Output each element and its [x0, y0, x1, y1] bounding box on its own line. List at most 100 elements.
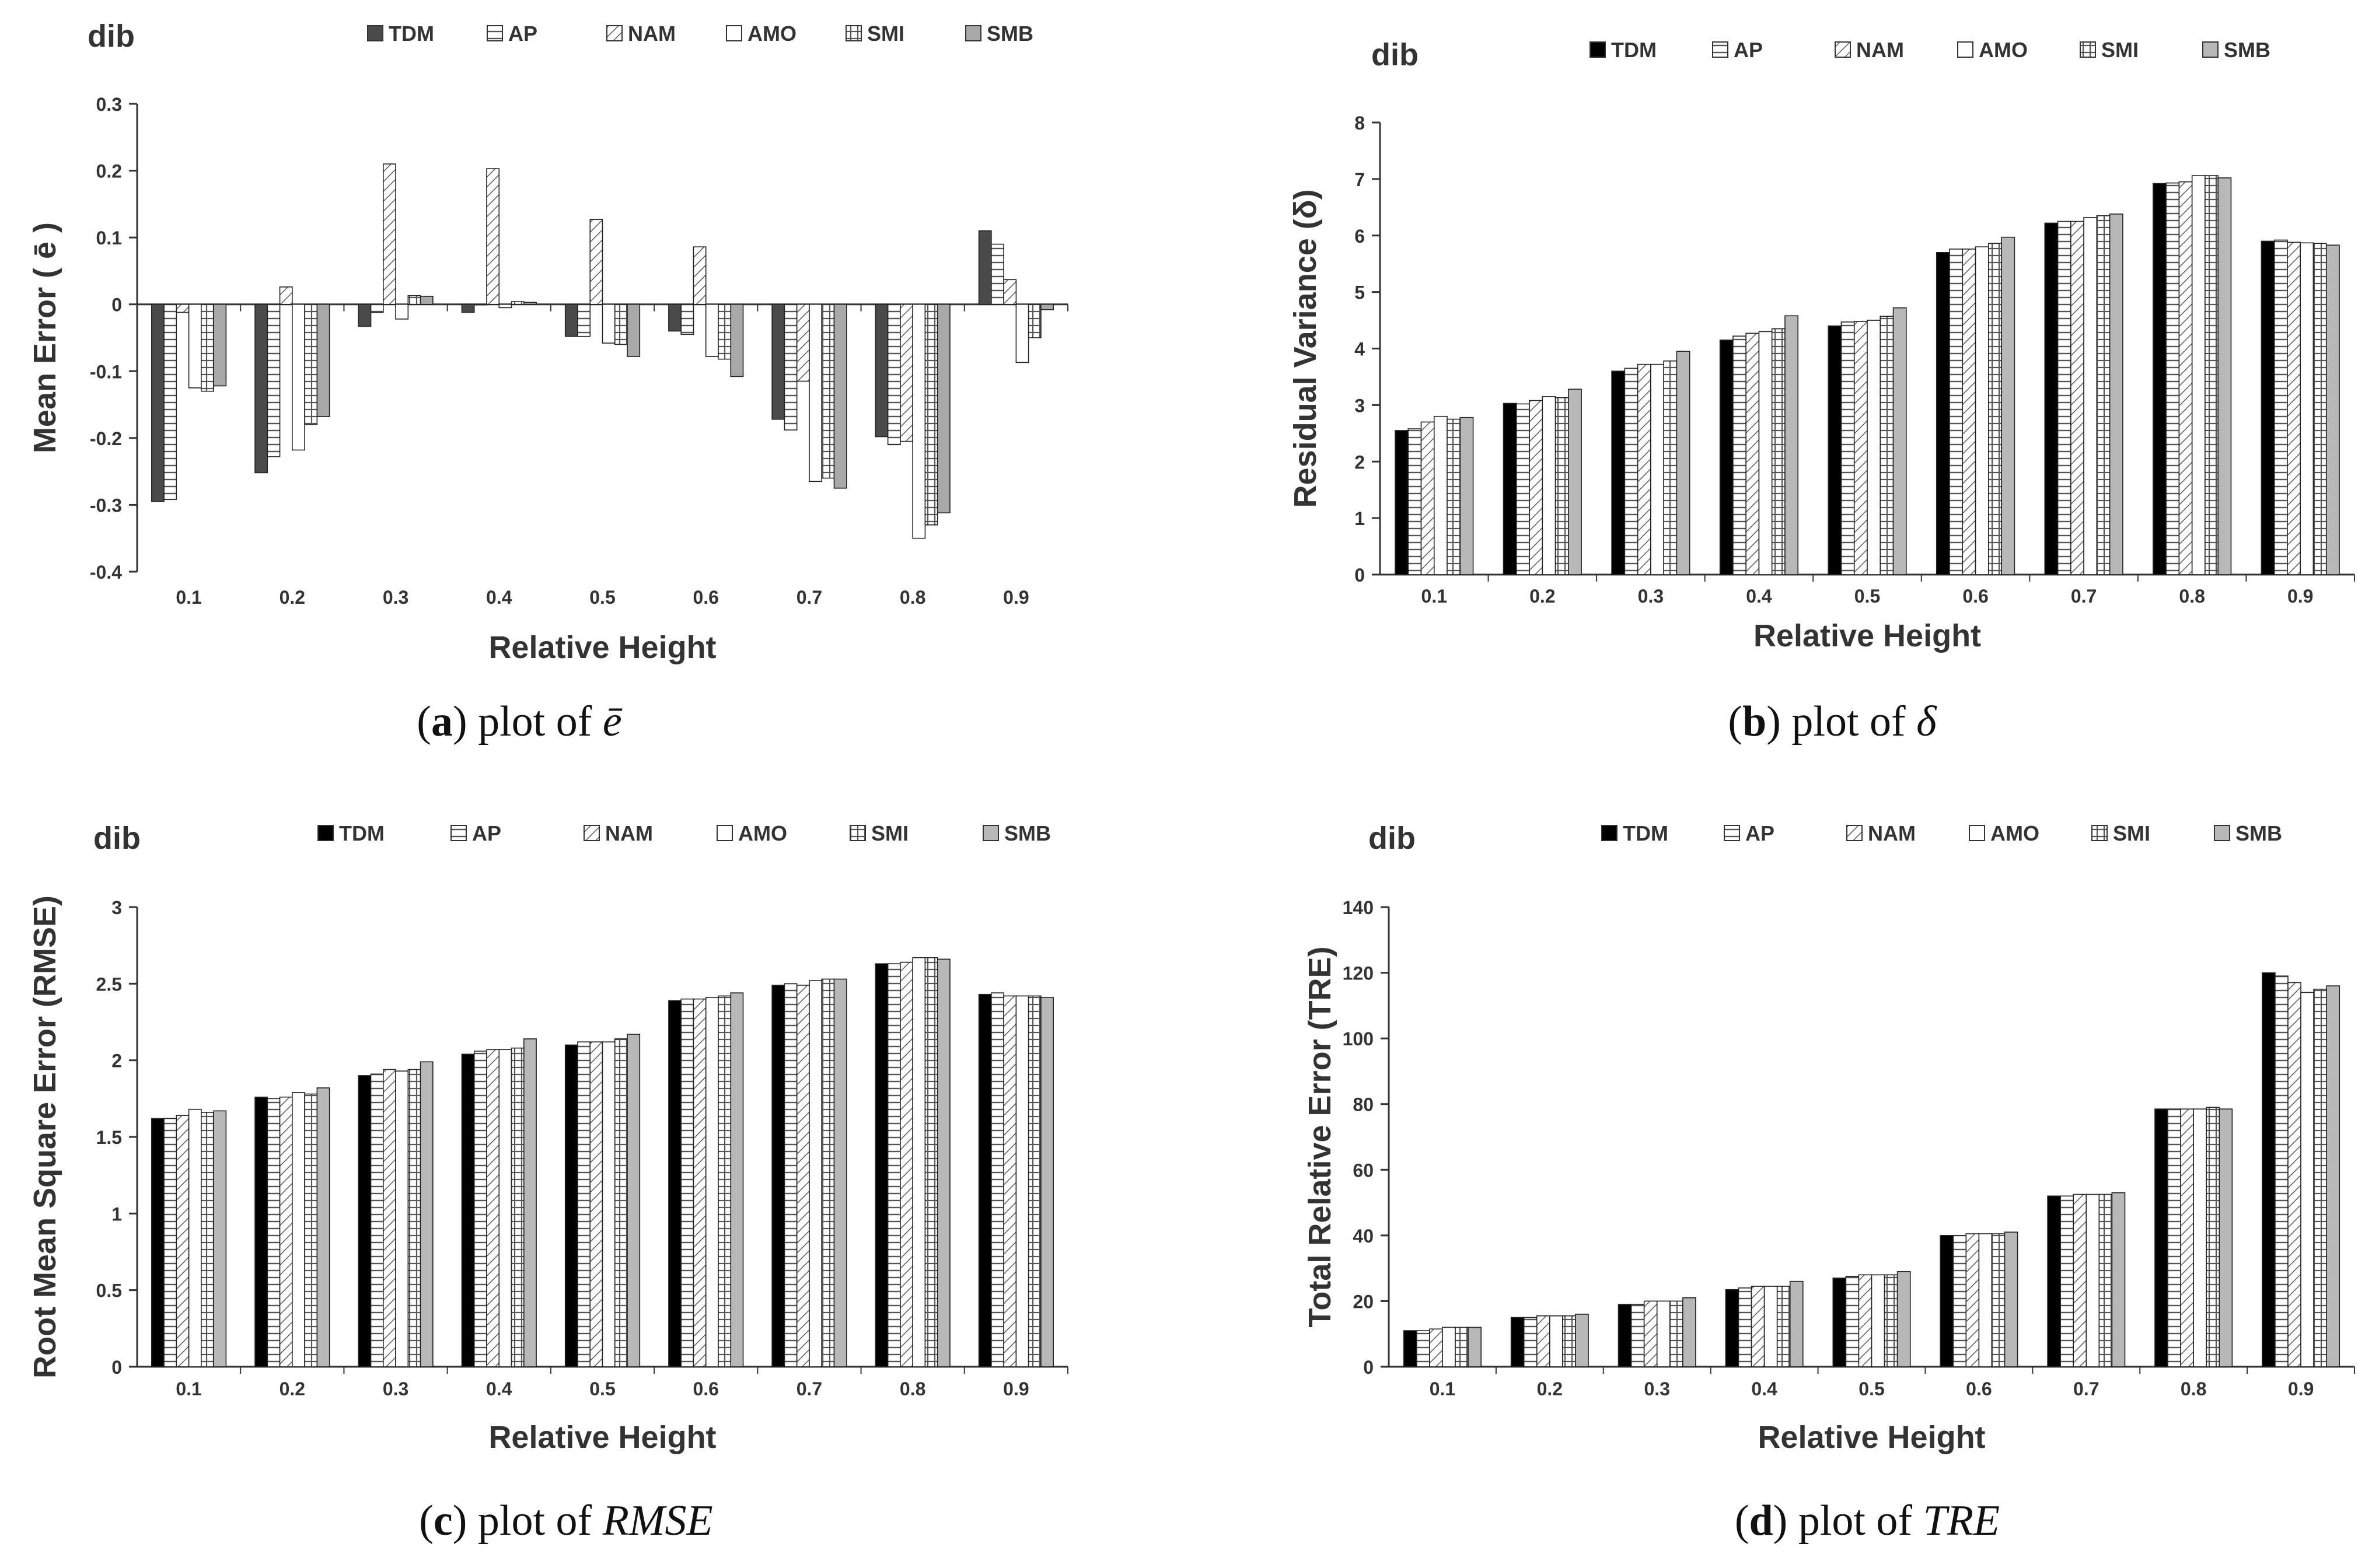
x-tick-label: 0.9: [1003, 1378, 1029, 1399]
bar-smb-0-6: [2001, 236, 2015, 575]
y-tick-label: 60: [1353, 1160, 1374, 1181]
legend-swatch-tdm: [1590, 41, 1606, 58]
bar-tdm-0-3: [358, 1075, 372, 1367]
x-tick-label: 0.1: [176, 587, 201, 608]
bar-smi-0-9: [1028, 995, 1042, 1367]
bar-smb-0-3: [420, 1061, 434, 1367]
bar-ap-0-5: [1840, 321, 1855, 575]
caption-d-letter: d: [1749, 1497, 1773, 1545]
caption-b: (b) plot of δ: [1728, 698, 1937, 746]
bar-amo-0-6: [1978, 1233, 1993, 1367]
bar-smb-0-5: [1892, 307, 1907, 575]
bar-tdm-0-6: [1940, 1235, 1954, 1367]
caption-a-symbol: ē: [602, 698, 622, 746]
legend-label-tdm: TDM: [339, 821, 385, 845]
y-tick-label: 6: [1354, 226, 1365, 247]
bar-tdm-0-9: [2261, 240, 2275, 575]
legend-swatch-smi: [846, 25, 862, 41]
bar-tdm-0-9: [978, 993, 992, 1367]
bar-smi-0-2: [1554, 397, 1569, 575]
x-tick-label: 0.6: [1962, 586, 1988, 607]
bar-tdm-0-2: [1510, 1317, 1525, 1367]
chart-panel-d: dib TDM AP NAM AMO SMI SMB 0 20 40 60 80 100 120 140 0.…: [1302, 821, 2355, 1455]
x-tick-label: 0.4: [486, 587, 512, 608]
bar-nam-0-8: [2178, 181, 2193, 575]
bar-amo-0-7: [809, 303, 823, 482]
y-tick-label: 1: [1354, 508, 1365, 529]
bar-ap-0-1: [163, 1118, 177, 1367]
legend-swatch-tdm: [317, 825, 334, 841]
bar-tdm-0-8: [2153, 183, 2167, 575]
bar-smb-0-3: [1682, 1297, 1696, 1367]
bar-smi-0-3: [1663, 360, 1678, 575]
y-tick-label: 20: [1353, 1291, 1374, 1312]
x-tick-label: 0.3: [1638, 586, 1664, 607]
legend-swatch-smi: [850, 825, 866, 841]
bar-nam-0-4: [1751, 1286, 1765, 1367]
bar-tdm-0-7: [771, 303, 785, 420]
bar-smb-0-4: [523, 302, 537, 305]
y-tick-label: 1.5: [96, 1127, 122, 1148]
legend-swatch-smb: [2202, 41, 2219, 58]
bar-amo-0-2: [292, 303, 305, 451]
bar-smb-0-4: [523, 1038, 537, 1367]
bar-tdm-0-4: [461, 303, 475, 313]
bar-nam-0-1: [1420, 421, 1435, 575]
bar-ap-0-9: [991, 243, 1004, 305]
legend-swatch-smi: [2091, 825, 2108, 841]
x-tick-label: 0.7: [2071, 586, 2097, 607]
chart-title: dib: [1371, 37, 1419, 72]
bar-nam-0-7: [796, 303, 810, 382]
bar-ap-0-4: [1738, 1287, 1752, 1367]
bar-amo-0-6: [1975, 246, 1989, 575]
legend-label-nam: NAM: [1868, 821, 1916, 845]
x-tick-label: 0.5: [589, 587, 615, 608]
bar-ap-0-2: [267, 1098, 281, 1367]
bar-amo-0-2: [1542, 396, 1556, 575]
y-tick-label: 7: [1354, 169, 1365, 190]
caption-c-symbol: RMSE: [602, 1497, 713, 1545]
bar-amo-0-3: [395, 303, 409, 320]
x-tick-label: 0.3: [1644, 1378, 1669, 1399]
x-tick-label: 0.8: [900, 587, 925, 608]
x-tick-label: 0.7: [2073, 1378, 2099, 1399]
legend-label-nam: NAM: [628, 22, 676, 46]
y-tick-label: 3: [111, 897, 122, 918]
bar-nam-0-7: [796, 985, 810, 1367]
bar-tdm-0-3: [358, 303, 372, 327]
bar-smb-0-7: [2111, 1192, 2126, 1367]
bar-smi-0-8: [924, 957, 938, 1367]
bar-smi-0-4: [511, 1047, 525, 1367]
legend-label-smi: SMI: [2113, 821, 2150, 845]
bar-amo-0-7: [2083, 216, 2098, 575]
bar-tdm-0-1: [1395, 430, 1409, 575]
bar-smb-0-5: [1896, 1270, 1911, 1367]
y-tick-label: 0: [1363, 1357, 1374, 1378]
bar-ap-0-2: [267, 303, 281, 457]
legend-swatch-smb: [2214, 825, 2230, 841]
bar-smi-0-7: [821, 303, 835, 479]
bar-smb-0-9: [2326, 985, 2340, 1367]
bar-smb-0-7: [2109, 214, 2123, 575]
bar-ap-0-4: [473, 303, 487, 306]
x-tick-label: 0.4: [1751, 1378, 1777, 1399]
bar-smb-0-3: [420, 296, 434, 305]
bar-nam-0-6: [1965, 1233, 1980, 1367]
bar-smi-0-9: [2313, 988, 2327, 1367]
bar-smi-0-2: [304, 1093, 318, 1367]
bar-smb-0-3: [1676, 351, 1690, 575]
bar-ap-0-6: [680, 303, 694, 335]
bar-ap-0-7: [784, 983, 798, 1367]
y-tick-label: -0.4: [90, 562, 122, 583]
bar-amo-0-7: [2085, 1194, 2100, 1367]
x-tick-label: 0.9: [2287, 586, 2313, 607]
caption-d-prefix: plot of: [1798, 1497, 1913, 1545]
bar-smb-0-8: [937, 303, 951, 513]
bar-tdm-0-6: [668, 303, 682, 332]
bar-nam-0-1: [1429, 1328, 1443, 1367]
legend-swatch-amo: [717, 825, 733, 841]
caption-a: (a) plot of ē: [417, 698, 622, 746]
bar-tdm-0-7: [2044, 222, 2059, 575]
y-tick-label: 100: [1343, 1028, 1374, 1049]
bar-smi-0-8: [2206, 1107, 2220, 1367]
